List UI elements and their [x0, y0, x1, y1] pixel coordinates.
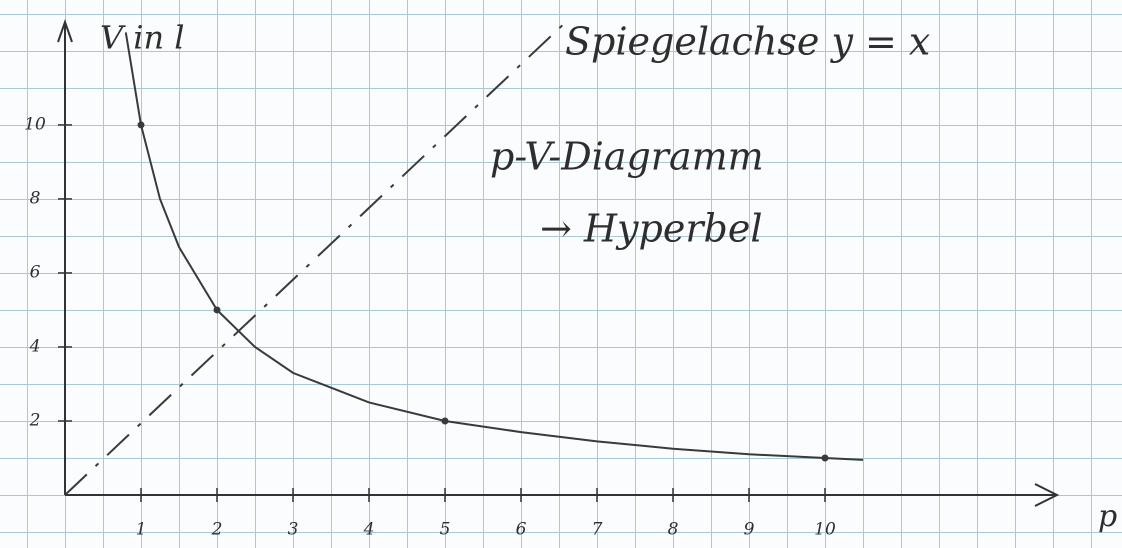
- x-tick-label: 5: [440, 520, 451, 540]
- x-tick-label: 7: [592, 520, 603, 540]
- data-point: [214, 306, 221, 313]
- data-point: [138, 121, 145, 128]
- y-tick-label: 4: [29, 336, 41, 356]
- x-tick-label: 3: [288, 520, 299, 540]
- x-tick-label: 9: [744, 520, 755, 540]
- mirror-axis-line: [65, 21, 567, 495]
- page: p V in l Spiegelachse y = x p-V-Diagramm…: [0, 0, 1122, 548]
- x-tick-label: 8: [668, 520, 679, 540]
- y-tick-label: 6: [30, 262, 41, 282]
- x-tick-label: 6: [516, 520, 527, 540]
- chart: p V in l Spiegelachse y = x p-V-Diagramm…: [0, 0, 1122, 548]
- x-tick-label: 2: [211, 520, 223, 540]
- annotation: → Hyperbel: [540, 207, 762, 251]
- x-tick-label: 10: [814, 520, 836, 540]
- x-tick-label: 1: [136, 520, 147, 540]
- annotation: p-V-Diagramm: [490, 135, 764, 179]
- y-tick-label: 10: [24, 114, 46, 134]
- annotation: Spiegelachse y = x: [565, 20, 930, 64]
- data-point: [442, 417, 449, 424]
- y-tick-label: 2: [29, 410, 41, 430]
- x-axis-label: p: [1098, 499, 1117, 534]
- x-tick-label: 4: [363, 520, 375, 540]
- y-axis-label: V in l: [100, 19, 185, 57]
- y-tick-label: 8: [30, 188, 41, 208]
- data-point: [822, 454, 829, 461]
